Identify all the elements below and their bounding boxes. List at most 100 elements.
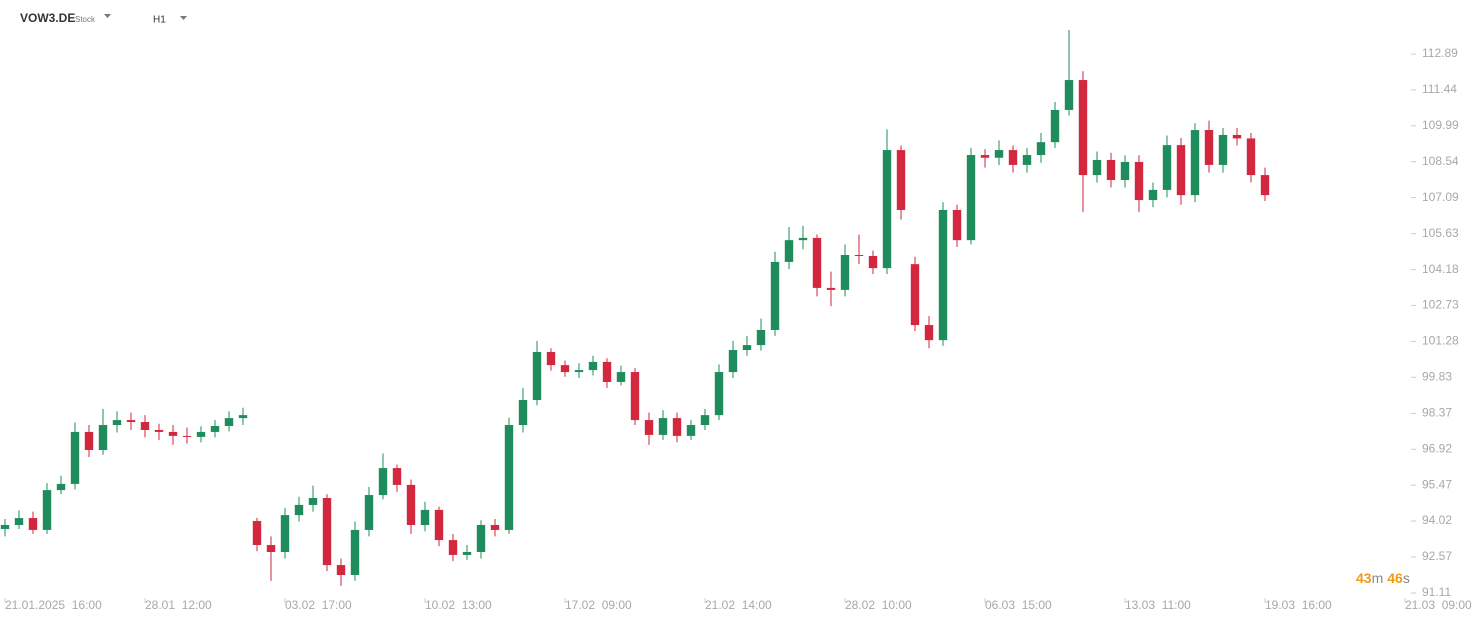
candle-body	[672, 418, 682, 436]
candle-body	[1246, 138, 1256, 176]
candle-body	[364, 495, 374, 530]
x-tick-label: 10.02 13:00	[425, 598, 492, 612]
y-tick-label: 107.09	[1422, 190, 1459, 204]
candle-body	[966, 155, 976, 241]
candle-body	[756, 329, 766, 346]
candle-body	[252, 521, 262, 546]
y-tick-label: 112.89	[1422, 46, 1458, 60]
candle-body	[602, 361, 612, 382]
y-tick-label: 105.63	[1422, 226, 1459, 240]
countdown-seconds-unit: s	[1403, 570, 1410, 586]
candle-body	[490, 524, 500, 530]
candle-body	[406, 484, 416, 525]
countdown-minutes: 43	[1356, 570, 1372, 586]
candle-body	[854, 255, 864, 256]
candle-body	[434, 509, 444, 541]
y-tick-label: 101.28	[1422, 334, 1459, 348]
x-tick-label: 19.03 16:00	[1265, 598, 1332, 612]
candle-body	[784, 240, 794, 262]
y-tick-label: 94.02	[1422, 513, 1452, 527]
candle-body	[560, 365, 570, 373]
candle-body	[770, 261, 780, 330]
candle-body	[154, 429, 164, 432]
y-tick-label: 111.44	[1422, 82, 1457, 96]
candle-body	[28, 518, 38, 530]
candle-body	[476, 524, 486, 552]
y-tick-label: 99.83	[1422, 369, 1452, 383]
countdown-seconds: 46	[1387, 570, 1403, 586]
candle-body	[658, 418, 668, 435]
x-tick-label: 21.03 09:00	[1405, 598, 1472, 612]
candle-body	[308, 498, 318, 505]
candle-body	[546, 352, 556, 366]
candle-body	[448, 540, 458, 555]
y-tick-label: 95.47	[1422, 477, 1452, 491]
candle-body	[518, 400, 528, 426]
x-tick-label: 17.02 09:00	[565, 598, 632, 612]
candle-body	[1232, 134, 1242, 139]
candle-body	[504, 425, 514, 530]
candle-body	[574, 370, 584, 373]
candle-body	[882, 150, 892, 269]
symbol[interactable]: VOW3.DE	[20, 11, 75, 25]
candle-body	[644, 420, 654, 435]
candle-body	[1106, 159, 1116, 181]
candle-body	[350, 529, 360, 575]
candle-body	[1064, 80, 1074, 110]
symbol-dropdown[interactable]	[104, 14, 111, 18]
x-tick-label: 28.02 10:00	[845, 598, 912, 612]
candle-body	[980, 155, 990, 158]
candle-body	[798, 237, 808, 241]
candle-body	[294, 504, 304, 516]
candle-body	[1190, 130, 1200, 196]
candle-body	[686, 425, 696, 436]
y-tick-label: 98.37	[1422, 406, 1452, 420]
candle-body	[924, 325, 934, 341]
candle-body	[1008, 150, 1018, 165]
timeframe-dropdown[interactable]	[180, 16, 187, 20]
candle-body	[112, 420, 122, 426]
candle-body	[140, 422, 150, 430]
candle-body	[1022, 155, 1032, 165]
candle-body	[322, 498, 332, 566]
candle-body	[1148, 189, 1158, 201]
candle-body	[896, 150, 906, 210]
candle-body	[938, 209, 948, 341]
candle-body	[1134, 161, 1144, 201]
y-tick-label: 91.11	[1422, 585, 1451, 599]
candle-body	[210, 426, 220, 432]
y-tick-label: 92.57	[1422, 549, 1452, 563]
countdown-minutes-unit: m	[1372, 570, 1384, 586]
y-tick-label: 109.99	[1422, 118, 1459, 132]
candle-body	[588, 361, 598, 371]
candle-body	[1036, 142, 1046, 156]
y-tick-label: 96.92	[1422, 441, 1452, 455]
candle-body	[238, 415, 248, 419]
candle-body	[462, 551, 472, 555]
candle-body	[700, 415, 710, 426]
x-tick-label: 06.03 15:00	[985, 598, 1052, 612]
candle-body	[910, 264, 920, 326]
candle-body	[1162, 145, 1172, 190]
candle-body	[280, 515, 290, 552]
asset-type: Stock	[75, 15, 96, 24]
candle-body	[728, 350, 738, 373]
x-tick-label: 28.01 12:00	[145, 598, 212, 612]
x-tick-label: 13.03 11:00	[1125, 598, 1191, 612]
candle-body	[1204, 130, 1214, 165]
candle-body	[994, 150, 1004, 158]
candle-body	[126, 420, 136, 423]
candle-body	[952, 209, 962, 241]
timeframe[interactable]: H1	[153, 15, 166, 26]
candle-body	[392, 468, 402, 485]
candle-body	[42, 490, 52, 530]
x-tick-label: 21.02 14:00	[705, 598, 772, 612]
candle-body	[1176, 145, 1186, 196]
candle-body	[1050, 109, 1060, 143]
candle-body	[224, 418, 234, 427]
candle-body	[196, 431, 206, 437]
candle-body	[868, 255, 878, 269]
candle-body	[98, 425, 108, 451]
